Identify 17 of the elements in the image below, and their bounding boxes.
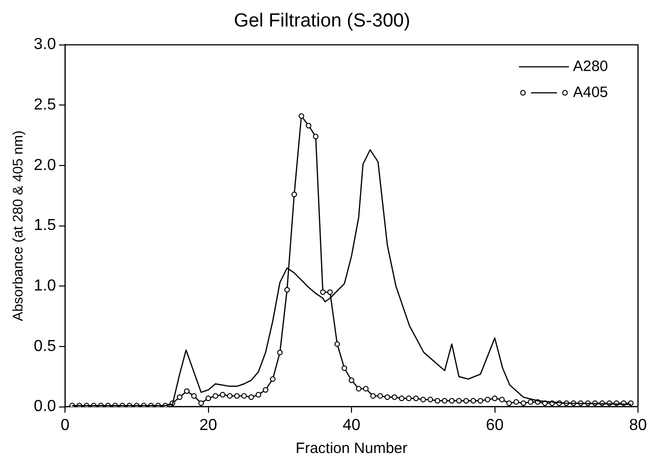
y-tick-label: 0.0 (34, 398, 56, 416)
y-tick-label: 1.0 (34, 278, 56, 295)
y-tick-label: 1.5 (34, 217, 56, 234)
x-tick-label: 0 (60, 416, 70, 434)
legend-label: A280 (572, 58, 608, 75)
y-tick-label: 0.5 (34, 338, 56, 355)
x-tick-label: 80 (629, 416, 647, 434)
x-tick-label: 20 (199, 416, 218, 434)
legend-label: A405 (572, 84, 608, 101)
y-tick-label: 2.5 (34, 96, 56, 114)
y-tick-label: 2.0 (34, 156, 56, 174)
x-tick-label: 40 (342, 416, 361, 434)
chart-title: Gel Filtration (S-300) (234, 10, 410, 32)
x-tick-label: 60 (486, 416, 504, 434)
y-axis-title: Absorbance (at 280 & 405 nm) (9, 130, 26, 322)
x-axis-title: Fraction Number (296, 440, 408, 458)
y-tick-label: 3.0 (34, 36, 56, 54)
